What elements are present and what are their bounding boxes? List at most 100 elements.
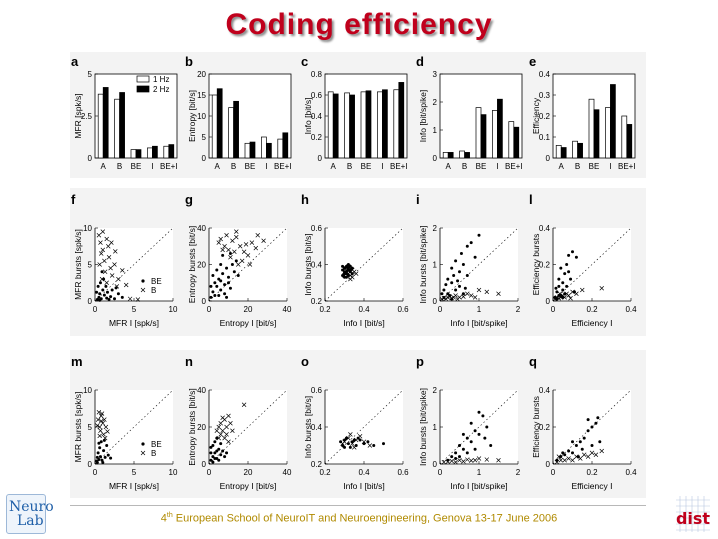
point-be-n	[211, 444, 215, 447]
point-be-g	[209, 284, 213, 288]
point-be-m	[106, 453, 110, 457]
bar-c-2hz	[365, 90, 372, 159]
point-be-f	[110, 288, 114, 292]
neurolab-logo: Neuro Lab	[4, 492, 54, 534]
y-tick-label-n: 0	[202, 460, 207, 469]
bar-d-1hz	[442, 152, 449, 159]
x-tick-label-c: I	[381, 162, 383, 171]
point-be-f	[113, 297, 116, 301]
panel-label-i: i	[416, 192, 420, 207]
point-b-p	[457, 458, 462, 463]
y-axis-label-m: MFR bursts [spk/s]	[73, 392, 83, 463]
bar-e-1hz	[588, 98, 595, 159]
x-tick-label-b: B	[231, 162, 236, 171]
x-tick-label-e: A	[559, 162, 565, 171]
x-tick-label-h: 0.4	[358, 305, 370, 314]
footer-rest: European School of NeuroIT and Neuroengi…	[172, 512, 558, 525]
point-b-g	[228, 254, 233, 260]
point-b-g	[222, 244, 227, 249]
x-axis-label-h: Info I [bit/s]	[343, 318, 385, 328]
point-b-g	[253, 245, 259, 251]
y-tick-label-h: 0.4	[311, 261, 323, 270]
point-b-f	[104, 280, 109, 285]
x-tick-label-f: 10	[169, 305, 178, 314]
point-b-m	[96, 409, 102, 415]
point-b-g	[234, 234, 239, 240]
point-b-q	[589, 450, 595, 456]
point-be-n	[213, 451, 217, 455]
point-be-l	[561, 288, 565, 292]
point-b-o	[340, 441, 345, 446]
y-tick-label-h: 0.6	[311, 224, 323, 233]
panel-label-p: p	[416, 354, 424, 369]
point-be-i	[446, 277, 450, 281]
point-b-n	[230, 428, 235, 433]
point-b-f	[100, 229, 106, 234]
x-tick-label-f: 5	[132, 305, 137, 314]
point-b-g	[237, 244, 243, 249]
point-b-g	[241, 249, 247, 254]
point-be-i	[452, 273, 456, 277]
point-b-n	[216, 435, 221, 441]
point-be-f	[109, 295, 113, 299]
x-tick-label-b: BE	[245, 162, 256, 171]
point-b-f	[114, 284, 120, 289]
point-b-h	[350, 275, 355, 280]
point-be-g	[221, 272, 225, 276]
point-be-g	[223, 292, 227, 296]
diagonal-line-h	[324, 227, 404, 302]
plot-area-a	[94, 73, 178, 159]
bar-e-1hz	[605, 107, 611, 159]
y-tick-label-p: 0	[433, 460, 438, 469]
slide-title: Coding efficiency	[225, 8, 493, 41]
legend-label-a: 1 Hz	[153, 75, 169, 84]
x-tick-label-h: 0.6	[397, 305, 409, 314]
panel-label-l: l	[529, 192, 533, 207]
bar-b-1hz	[261, 136, 267, 159]
x-axis-label-p: Info I [bit/spike]	[450, 481, 507, 491]
panel-o: o Info bursts [bit/s] 0.2 0.4 0.6 0.2 0.4 0.6 In…	[301, 354, 409, 491]
point-b-q	[599, 448, 604, 454]
point-be-n	[225, 451, 229, 455]
point-be-m	[96, 451, 100, 455]
legend-marker-f	[141, 279, 145, 283]
point-be-f	[107, 298, 111, 302]
point-be-q	[578, 440, 582, 444]
y-tick-label-f: 5	[88, 261, 93, 270]
bar-d-1hz	[459, 150, 465, 159]
point-be-m	[99, 440, 103, 444]
panel-c: c Info [bit/s] 0 0.2 0.4 0.6 0.8 A B BE I BE+I	[301, 54, 408, 171]
footer-sup: th	[166, 512, 173, 519]
point-b-m	[95, 423, 100, 428]
bar-c-2hz	[398, 82, 405, 159]
point-be-g	[227, 281, 230, 285]
point-be-p	[489, 444, 493, 447]
point-b-g	[230, 238, 235, 244]
point-b-g	[224, 233, 229, 238]
point-b-l	[562, 295, 567, 300]
point-be-f	[102, 277, 106, 281]
point-b-f	[127, 296, 133, 302]
point-b-i	[461, 294, 466, 299]
point-b-p	[445, 459, 451, 465]
point-be-q	[574, 444, 578, 447]
point-be-f	[116, 292, 120, 296]
footer-prefix: 4	[160, 512, 167, 525]
point-be-i	[458, 270, 461, 274]
point-be-i	[456, 279, 460, 283]
x-tick-label-l: 0.4	[625, 305, 637, 314]
point-b-p	[453, 459, 458, 465]
y-axis-label-p: Info bursts [bit/spike]	[418, 388, 428, 466]
point-b-f	[104, 236, 109, 242]
y-axis-label-l: Efficiency bursts	[531, 234, 541, 296]
y-axis-label-g: Entropy bursts [bit/s]	[187, 226, 197, 303]
point-be-g	[217, 277, 221, 281]
y-axis-label-h: Info bursts [bit/s]	[303, 233, 313, 295]
point-b-g	[232, 249, 237, 254]
point-be-g	[225, 266, 229, 270]
panel-h: h Info bursts [bit/s] 0.2 0.4 0.6 0.2 0.4 0.6 In…	[301, 192, 409, 328]
bar-e-1hz	[621, 115, 628, 159]
x-tick-label-g: 20	[244, 305, 253, 314]
point-be-q	[590, 425, 594, 429]
point-b-m	[101, 432, 106, 437]
